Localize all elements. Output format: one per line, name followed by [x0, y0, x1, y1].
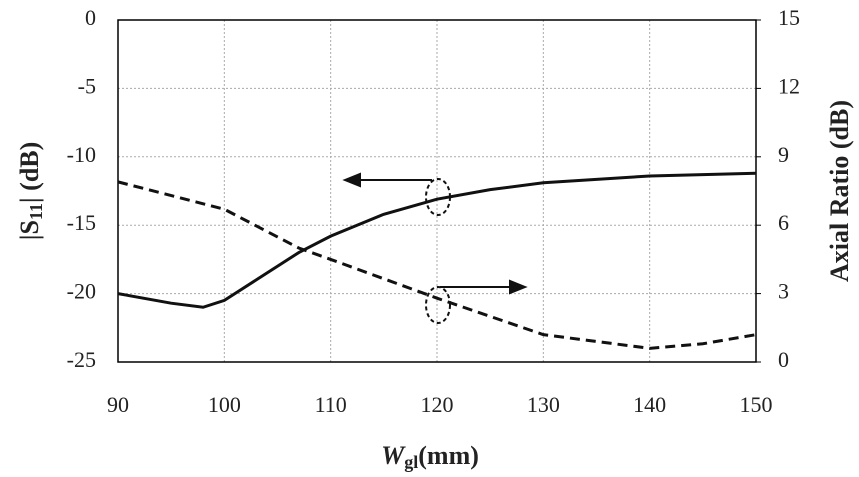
x-tick-label: 120: [421, 392, 454, 417]
y2-tick-label: 9: [778, 142, 789, 167]
data-line: [117, 180, 757, 350]
y2-tick-label: 6: [778, 210, 789, 235]
y-tick-label: 0: [85, 5, 96, 30]
y-axis-title: |S11| (dB): [15, 142, 46, 241]
plot-frame: [117, 19, 757, 363]
y-tick-label: -10: [67, 142, 96, 167]
y2-tick-label: 3: [778, 279, 789, 304]
annotation: [342, 172, 528, 324]
y2-axis-title: Axial Ratio (dB): [825, 100, 854, 282]
y2-tick-label: 12: [778, 73, 800, 98]
y2-tick-label: 0: [778, 347, 789, 372]
x-tick-label: 110: [315, 392, 347, 417]
x-tick-label: 90: [107, 392, 129, 417]
y-tick-label: -5: [78, 73, 96, 98]
y-tick-label: -20: [67, 279, 96, 304]
x-tick-label: 130: [527, 392, 560, 417]
x-axis-title: Wgl(mm): [381, 441, 479, 472]
y-tick-label: -25: [67, 347, 96, 372]
x-tick-label: 150: [740, 392, 773, 417]
x-tick-label: 100: [208, 392, 241, 417]
data-line: [117, 171, 757, 309]
y2-tick-label: 15: [778, 5, 800, 30]
x-tick-label: 140: [633, 392, 666, 417]
y-tick-label: -15: [67, 210, 96, 235]
